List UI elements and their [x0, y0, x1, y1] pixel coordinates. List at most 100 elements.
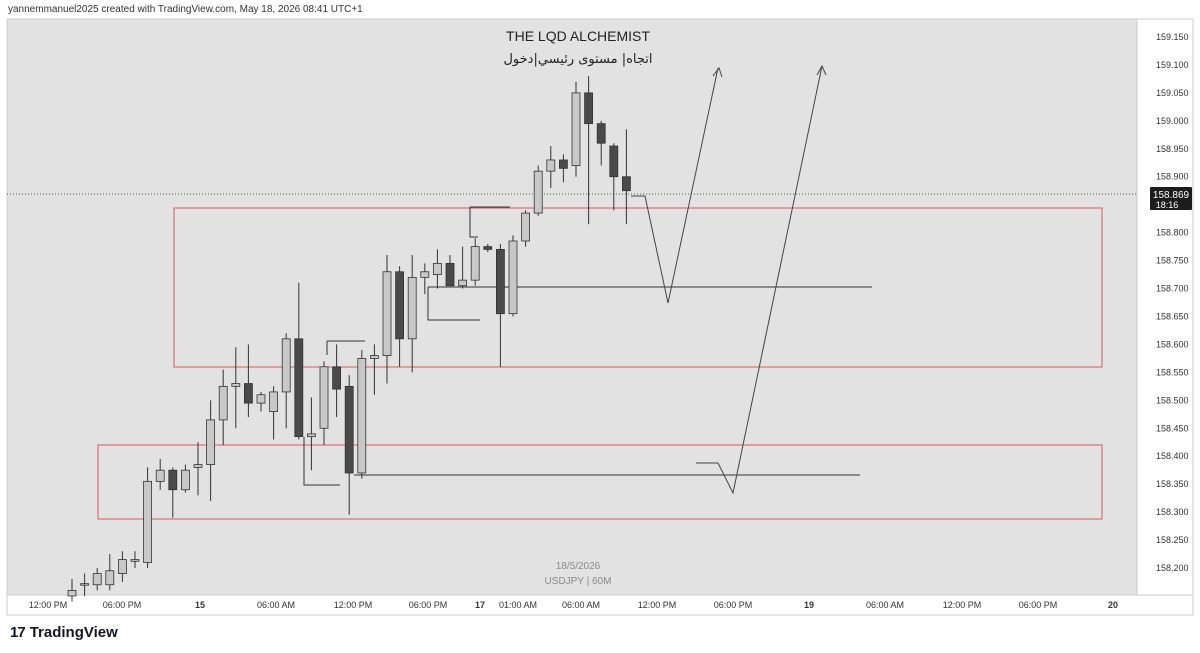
y-tick-label: 158.450: [1156, 423, 1189, 433]
candle: [218, 369, 228, 446]
y-tick-label: 159.150: [1156, 32, 1189, 42]
candle: [596, 120, 606, 166]
candle: [533, 165, 543, 216]
x-tick-label: 06:00 PM: [1019, 600, 1058, 610]
structure-line-d: [303, 437, 340, 486]
y-tick-label: 158.950: [1156, 144, 1189, 154]
time-axis[interactable]: [7, 595, 1193, 615]
candle-body-bullish: [118, 559, 127, 574]
candle-body-bullish: [382, 271, 392, 357]
candle: [332, 344, 342, 418]
watermark-symbol: USDJPY | 60M: [545, 576, 612, 587]
time-axis-ticks: 12:00 PM 06:00 PM 15 06:00 AM 12:00 PM 06:00 …: [29, 600, 1118, 610]
candle: [231, 347, 241, 429]
x-tick-label: 12:00 PM: [943, 600, 982, 610]
candle: [458, 246, 468, 289]
candle: [420, 263, 430, 295]
tradingview-logo[interactable]: 17 TradingView: [10, 624, 118, 641]
candle: [432, 249, 442, 289]
candle-body-bullish: [357, 357, 367, 474]
candle: [559, 154, 568, 183]
chart-credit: yannemmanuel2025 created with TradingVie…: [8, 4, 363, 15]
candle: [105, 554, 115, 591]
last-price-value: 158.869: [1153, 190, 1190, 201]
candle: [622, 129, 631, 225]
candle-body-bullish: [269, 391, 279, 412]
candle: [382, 254, 392, 384]
candle-body-bullish: [231, 383, 241, 387]
y-tick-label: 158.500: [1156, 395, 1189, 405]
y-tick-label: 159.050: [1156, 88, 1189, 98]
y-tick-label: 158.550: [1156, 367, 1189, 377]
x-tick-label: 06:00 AM: [257, 600, 295, 610]
candle: [180, 464, 190, 493]
last-price-label: 158.869 18:16: [1150, 187, 1192, 210]
candle-body-bullish: [206, 419, 216, 465]
candle-body-bullish: [80, 583, 89, 586]
candle-body-bearish: [445, 262, 455, 287]
x-tick-label: 12:00 PM: [29, 600, 68, 610]
y-tick-label: 158.250: [1156, 535, 1189, 545]
candle: [118, 551, 127, 582]
candle-body-bullish: [306, 433, 316, 438]
candle: [609, 143, 619, 211]
candle-countdown: 18:16: [1156, 200, 1179, 210]
candle-body-bullish: [105, 570, 115, 586]
x-tick-label: 12:00 PM: [334, 600, 373, 610]
candle: [168, 467, 178, 518]
candle-body-bullish: [369, 355, 379, 359]
candle: [92, 568, 102, 591]
candle-body-bearish: [168, 469, 178, 491]
candle: [357, 350, 367, 479]
y-tick-label: 158.350: [1156, 479, 1189, 489]
candle-body-bullish: [508, 240, 518, 315]
x-tick-label: 20: [1108, 600, 1118, 610]
candle: [306, 397, 316, 471]
candle-body-bearish: [596, 123, 606, 144]
candle: [294, 282, 304, 440]
y-tick-label: 158.300: [1156, 507, 1189, 517]
x-tick-label: 06:00 PM: [409, 600, 448, 610]
candle-body-bearish: [243, 383, 253, 404]
candle-body-bearish: [294, 338, 304, 438]
x-tick-label: 06:00 PM: [103, 600, 142, 610]
candle-body-bullish: [92, 573, 102, 586]
candle-body-bullish: [130, 559, 140, 562]
x-tick-label: 19: [804, 600, 814, 610]
candle: [483, 243, 493, 253]
lower-demand-zone[interactable]: [97, 444, 1103, 520]
candle-body-bullish: [533, 170, 543, 214]
candle-body-bullish: [143, 480, 153, 563]
upper-demand-zone[interactable]: [173, 207, 1103, 368]
arrowhead-1: [712, 66, 723, 78]
x-tick-label: 06:00 PM: [714, 600, 753, 610]
candle: [256, 391, 266, 412]
candle-body-bearish: [584, 92, 593, 125]
price-scale[interactable]: [1137, 19, 1193, 595]
candle: [281, 333, 291, 429]
candle: [546, 145, 556, 188]
candle-body-bearish: [344, 385, 354, 474]
candle: [521, 210, 530, 247]
candle-body-bullish: [218, 385, 228, 421]
x-tick-label: 06:00 AM: [866, 600, 904, 610]
candle: [584, 76, 593, 225]
structure-line-b: [469, 207, 478, 238]
candle: [243, 344, 253, 418]
x-tick-label: 17: [475, 600, 485, 610]
candles: [67, 76, 631, 602]
candle-body-bullish: [432, 262, 442, 275]
candle-body-bearish: [622, 176, 631, 192]
x-tick-label: 12:00 PM: [638, 600, 677, 610]
projection-path-1: [631, 67, 719, 304]
candle-body-bearish: [609, 145, 619, 178]
candle-body-bullish: [67, 589, 77, 597]
candle: [369, 344, 379, 395]
y-tick-label: 158.200: [1156, 563, 1189, 573]
candle: [193, 442, 203, 496]
candle-body-bullish: [470, 246, 480, 281]
candle-body-bearish: [559, 159, 568, 169]
candle: [130, 551, 140, 568]
candle: [495, 243, 505, 367]
